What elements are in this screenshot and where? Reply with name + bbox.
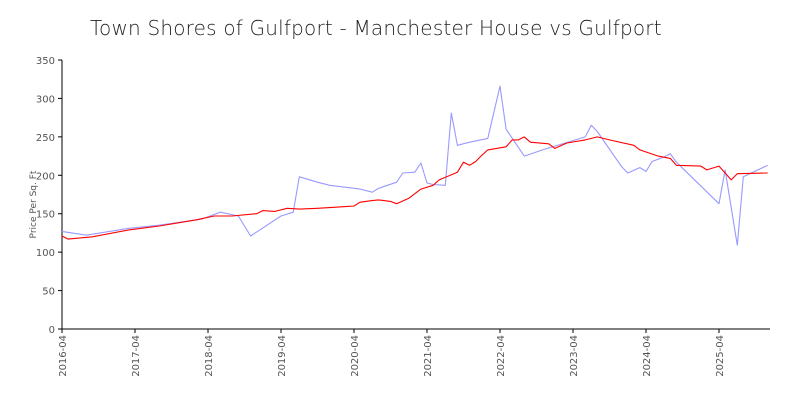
x-tick-label: 2025-04 — [715, 335, 726, 377]
y-tick-label: 0 — [49, 325, 55, 336]
x-tick-label: 2022-04 — [496, 335, 507, 377]
x-tick-label: 2017-04 — [131, 335, 142, 377]
x-tick-label: 2021-04 — [423, 335, 434, 377]
y-tick-label: 200 — [36, 171, 55, 182]
y-tick-label: 350 — [36, 56, 55, 67]
y-tick-label: 50 — [42, 287, 55, 298]
x-tick-label: 2019-04 — [277, 335, 288, 377]
series-line-0 — [61, 85, 768, 246]
chart-title: Town Shores of Gulfport - Manchester Hou… — [90, 16, 662, 40]
x-tick-label: 2016-04 — [58, 335, 69, 377]
y-tick-label: 100 — [36, 248, 55, 259]
x-tick-label: 2024-04 — [642, 335, 653, 377]
y-tick-label: 300 — [36, 94, 55, 105]
y-tick-label: 250 — [36, 133, 55, 144]
x-tick-label: 2023-04 — [569, 335, 580, 377]
y-tick-label: 150 — [36, 210, 55, 221]
series-line-1 — [61, 136, 768, 240]
y-axis-label: Price Per Sq. Ft — [29, 170, 39, 238]
x-tick-label: 2020-04 — [350, 335, 361, 377]
x-tick-label: 2018-04 — [204, 335, 215, 377]
